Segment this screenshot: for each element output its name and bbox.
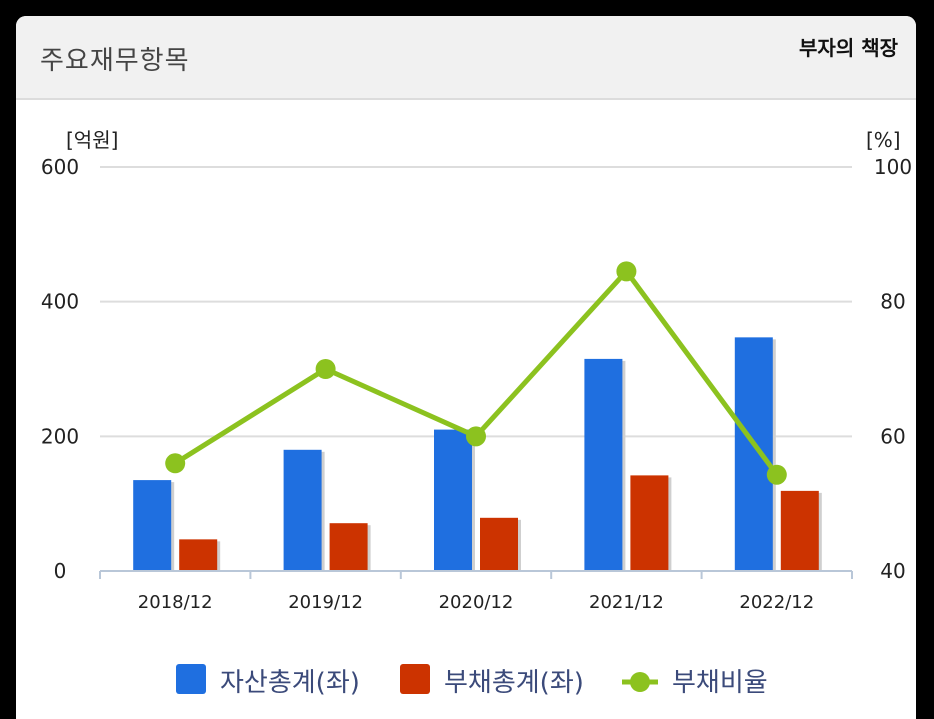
bar bbox=[630, 475, 669, 571]
left-tick-label: 200 bbox=[41, 424, 79, 448]
right-axis-unit: [%] bbox=[866, 128, 901, 152]
category-label: 2018/12 bbox=[138, 592, 213, 613]
panel-header: 주요재무항목 부자의 책장 bbox=[16, 16, 916, 100]
left-tick-label: 400 bbox=[41, 290, 79, 314]
bar bbox=[179, 539, 218, 571]
right-tick-label: 100 bbox=[874, 155, 912, 179]
category-label: 2020/12 bbox=[439, 592, 514, 613]
bar bbox=[480, 517, 518, 571]
right-tick-label: 80 bbox=[880, 290, 905, 314]
legend-label: 부채비율 bbox=[672, 668, 768, 698]
bar bbox=[283, 449, 322, 571]
ratio-point bbox=[616, 261, 637, 282]
legend-label: 부채총계(좌) bbox=[444, 668, 584, 698]
legend: 자산총계(좌) 부채총계(좌) 부채비율 bbox=[176, 664, 768, 698]
right-tick-label: 40 bbox=[880, 559, 905, 583]
bar bbox=[329, 523, 368, 571]
axes-group: 0 200 400 600 40 60 80 100 2018/12 2019/12 2020/12… bbox=[41, 155, 912, 613]
panel-title: 주요재무항목 bbox=[40, 46, 190, 76]
bar bbox=[584, 358, 623, 571]
category-label: 2019/12 bbox=[288, 592, 363, 613]
ratio-point bbox=[766, 464, 787, 485]
ratio-point bbox=[466, 426, 486, 447]
ratio-point bbox=[315, 359, 336, 379]
bars-group bbox=[133, 337, 822, 571]
ratio-line-group bbox=[165, 261, 787, 485]
legend-point-swatch bbox=[630, 672, 650, 692]
watermark-text: 부자의 책장 bbox=[799, 36, 898, 60]
category-label: 2022/12 bbox=[739, 592, 814, 613]
legend-label: 자산총계(좌) bbox=[220, 668, 360, 698]
legend-swatch bbox=[176, 664, 206, 694]
bar bbox=[734, 337, 773, 571]
left-tick-label: 600 bbox=[41, 155, 79, 179]
category-label: 2021/12 bbox=[589, 592, 664, 613]
bar bbox=[780, 490, 819, 571]
ratio-point bbox=[165, 453, 186, 474]
legend-swatch bbox=[400, 664, 430, 694]
right-tick-label: 60 bbox=[880, 424, 905, 448]
left-tick-label: 0 bbox=[54, 559, 67, 583]
bar bbox=[133, 480, 172, 571]
bar bbox=[434, 429, 472, 571]
left-axis-unit: [억원] bbox=[66, 128, 118, 152]
